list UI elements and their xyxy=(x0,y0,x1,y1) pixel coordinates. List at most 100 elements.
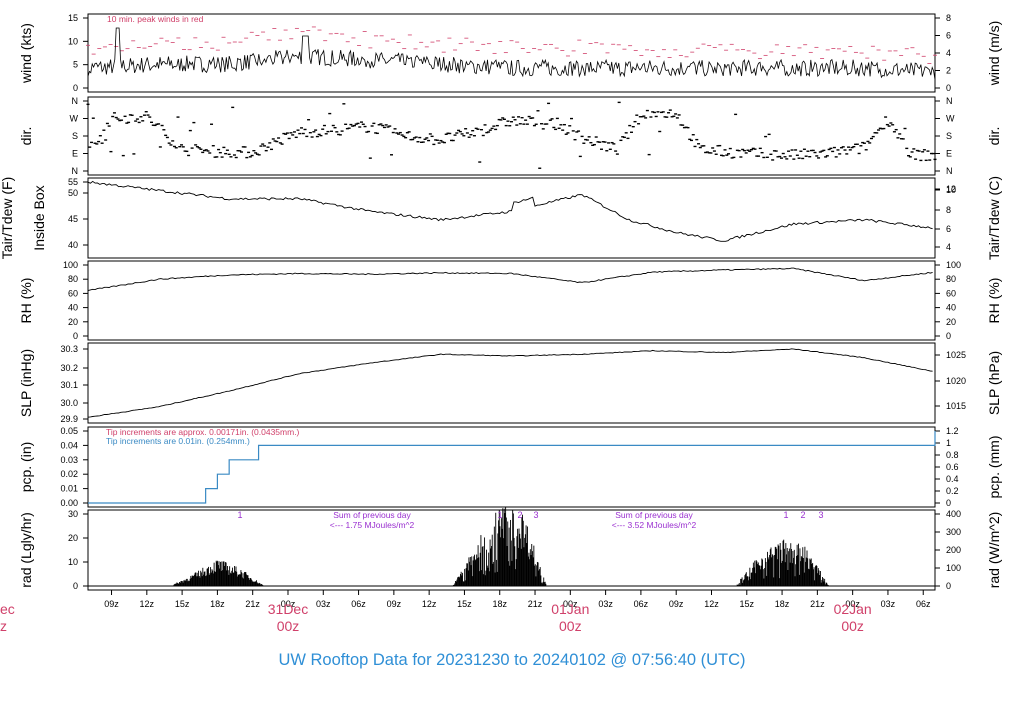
right-tick-label: 4 xyxy=(946,242,951,252)
rad-sum-note-1-line1: Sum of previous day xyxy=(333,510,411,520)
rh-line xyxy=(87,267,933,292)
right-tick-label: 0.6 xyxy=(946,462,959,472)
left-tick-label: 30.2 xyxy=(60,363,78,373)
temperature-line xyxy=(87,180,933,242)
rad-sum-note-2-line1: Sum of previous day xyxy=(615,510,693,520)
right-tick-label: 200 xyxy=(946,545,961,555)
x-tick-label: 03z xyxy=(881,599,896,609)
left-tick-label: N xyxy=(72,166,79,176)
left-tick-label: 0 xyxy=(73,581,78,591)
right-tick-label: 40 xyxy=(946,303,956,313)
wind-direction-points xyxy=(86,101,937,169)
left-tick-label: 40 xyxy=(68,303,78,313)
right-tick-label: W xyxy=(946,114,955,124)
right-tick-label: S xyxy=(946,131,952,141)
x-date-sub-label: 00z xyxy=(841,618,864,634)
x-tick-label: 00z xyxy=(281,599,296,609)
chart-title: UW Rooftop Data for 20231230 to 20240102… xyxy=(278,651,745,669)
precip-note-approx: Tip increments are approx. 0.00171in. (0… xyxy=(106,427,300,437)
right-tick-label: 0 xyxy=(946,83,951,93)
left-tick-label: 0.00 xyxy=(60,498,78,508)
left-tick-label: 20 xyxy=(68,317,78,327)
left-tick-label: 0.04 xyxy=(60,440,78,450)
wind-speed-line xyxy=(87,27,936,80)
rad-sum-note-2-line2: <--- 3.52 MJoules/m^2 xyxy=(612,520,697,530)
slp-line xyxy=(87,348,933,418)
left-tick-label: 0.02 xyxy=(60,469,78,479)
rad-hour-mark: 2 xyxy=(517,510,522,520)
x-tick-label: 09z xyxy=(387,599,402,609)
left-tick-label: 0.05 xyxy=(60,426,78,436)
wind-peak-markers xyxy=(86,26,937,64)
right-tick-label: 12 xyxy=(946,184,956,194)
right-tick-label: 1025 xyxy=(946,350,966,360)
right-tick-label: 300 xyxy=(946,527,961,537)
left-tick-label: 30.0 xyxy=(60,398,78,408)
left-tick-label: 0 xyxy=(73,331,78,341)
left-axis-title-rh: RH (%) xyxy=(18,278,34,324)
left-tick-label: 29.9 xyxy=(60,414,78,424)
left-tick-label: 100 xyxy=(63,260,78,270)
right-axis-title-rh: RH (%) xyxy=(986,278,1002,324)
x-tick-label: 12z xyxy=(422,599,437,609)
right-tick-label: 80 xyxy=(946,274,956,284)
right-tick-label: 6 xyxy=(946,31,951,41)
left-tick-label: 10 xyxy=(68,36,78,46)
right-tick-label: 0.4 xyxy=(946,474,959,484)
right-tick-label: 4 xyxy=(946,48,951,58)
right-tick-label: 400 xyxy=(946,509,961,519)
panel-frame-temp xyxy=(87,177,936,259)
rad-hour-mark: 2 xyxy=(800,510,805,520)
right-axis-title-slp: SLP (hPa) xyxy=(986,351,1002,415)
right-tick-label: 0 xyxy=(946,581,951,591)
right-tick-label: 1.2 xyxy=(946,426,959,436)
left-tick-label: 45 xyxy=(68,214,78,224)
x-tick-label: 00z xyxy=(563,599,578,609)
panel-rh: RH (%) RH (%) 0 20 40 60 80 100 0 20 40 60 80 100 xyxy=(18,260,1002,341)
right-tick-label: 6 xyxy=(946,224,951,234)
x-tick-label: 18z xyxy=(775,599,790,609)
left-axis-title-temp: Inside Box xyxy=(31,185,47,250)
right-tick-label: 8 xyxy=(946,13,951,23)
left-axis-title-dir: dir. xyxy=(18,127,34,146)
right-tick-label: 0 xyxy=(946,331,951,341)
left-axis-title-pcp: pcp. (in) xyxy=(18,442,34,493)
x-tick-label: 06z xyxy=(916,599,931,609)
left-tick-label: E xyxy=(72,149,78,159)
x-tick-label: 06z xyxy=(634,599,649,609)
panel-frame-rh xyxy=(87,260,936,341)
right-tick-label: 0 xyxy=(946,498,951,508)
precip-note-tip: Tip increments are 0.01in. (0.254mm.) xyxy=(106,436,250,446)
left-tick-label: N xyxy=(72,96,79,106)
rad-hour-mark: 1 xyxy=(237,510,242,520)
left-tick-label: 30.3 xyxy=(60,344,78,354)
rad-hour-mark: 1 xyxy=(783,510,788,520)
x-tick-label: 00z xyxy=(845,599,860,609)
x-date-label: 02Jan xyxy=(834,601,872,617)
right-axis-title-temp: Tair/Tdew (C) xyxy=(986,176,1002,260)
left-axis-title-wind: wind (kts) xyxy=(18,23,34,84)
radiation-bars xyxy=(173,507,829,586)
left-tick-label: 0.01 xyxy=(60,484,78,494)
left-tick-label: 30 xyxy=(68,509,78,519)
x-date-label: 01Jan xyxy=(551,601,589,617)
right-tick-label: 10 xyxy=(946,185,956,195)
precip-accumulation-line xyxy=(88,431,936,504)
x-date-sub-label-cut: z xyxy=(0,618,7,634)
left-tick-label: 20 xyxy=(68,533,78,543)
x-tick-label: 18z xyxy=(492,599,507,609)
right-axis-title-wind: wind (m/s) xyxy=(986,21,1002,87)
x-tick-label: 12z xyxy=(140,599,155,609)
x-date-sub-label: 00z xyxy=(559,618,582,634)
right-tick-label: N xyxy=(946,96,953,106)
right-tick-label: 2 xyxy=(946,66,951,76)
x-tick-label: 12z xyxy=(704,599,719,609)
panel-rad: rad (Lgly/hr) rad (W/m^2)0102030010020030… xyxy=(18,509,1002,591)
x-tick-label: 15z xyxy=(175,599,190,609)
panel-frame-slp xyxy=(87,342,936,424)
rad-hour-mark: 1 xyxy=(497,510,502,520)
left-tick-label: 60 xyxy=(68,288,78,298)
